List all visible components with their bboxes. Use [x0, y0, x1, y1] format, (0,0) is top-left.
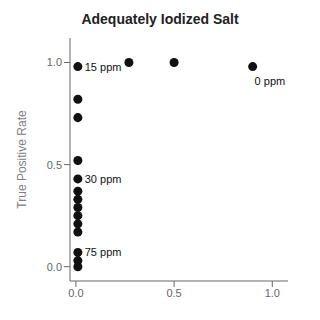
svg-text:0 ppm: 0 ppm: [255, 75, 286, 87]
svg-text:30 ppm: 30 ppm: [85, 173, 122, 185]
svg-text:1.0: 1.0: [47, 56, 62, 68]
svg-text:1.0: 1.0: [265, 287, 280, 299]
svg-text:0.0: 0.0: [47, 261, 62, 273]
html-text:Adequately Iodized Salt: Adequately Iodized Salt: [81, 11, 239, 27]
svg-text:75 ppm: 75 ppm: [85, 246, 122, 258]
svg-text:0.0: 0.0: [68, 287, 83, 299]
svg-text:0.5: 0.5: [47, 159, 62, 171]
svg-text:True Positive Rate: True Positive Rate: [15, 110, 29, 209]
svg-text:0.5: 0.5: [166, 287, 181, 299]
svg-text:15 ppm: 15 ppm: [85, 61, 122, 73]
